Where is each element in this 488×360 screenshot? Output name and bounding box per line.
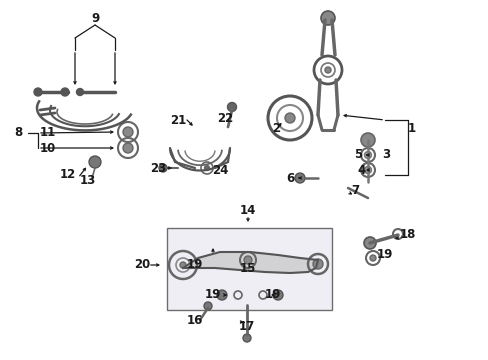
Circle shape [227, 103, 236, 112]
Text: 9: 9 [91, 12, 99, 24]
Bar [167, 228, 331, 310]
Circle shape [244, 256, 251, 264]
Text: 14: 14 [239, 203, 256, 216]
Circle shape [369, 255, 375, 261]
Text: 19: 19 [186, 258, 203, 271]
Text: 4: 4 [357, 163, 366, 176]
Circle shape [364, 166, 371, 174]
Circle shape [272, 290, 283, 300]
Text: 6: 6 [285, 171, 293, 184]
Text: 11: 11 [40, 126, 56, 139]
Circle shape [320, 11, 334, 25]
Text: 10: 10 [40, 141, 56, 154]
Text: 13: 13 [80, 174, 96, 186]
Circle shape [364, 152, 371, 158]
Circle shape [34, 88, 42, 96]
Circle shape [294, 173, 305, 183]
Text: 5: 5 [353, 148, 362, 162]
Circle shape [76, 89, 83, 95]
Text: 8: 8 [14, 126, 22, 139]
Circle shape [360, 133, 374, 147]
Text: 19: 19 [264, 288, 281, 302]
Text: 18: 18 [399, 229, 415, 242]
Text: 16: 16 [186, 314, 203, 327]
Circle shape [61, 88, 69, 96]
Text: 17: 17 [238, 320, 255, 333]
Text: 12: 12 [60, 168, 76, 181]
Circle shape [312, 259, 323, 269]
Text: 19: 19 [204, 288, 221, 302]
Circle shape [363, 237, 375, 249]
Circle shape [325, 67, 330, 73]
Text: 19: 19 [376, 248, 392, 261]
Polygon shape [183, 252, 317, 273]
Circle shape [159, 164, 167, 172]
Text: 7: 7 [350, 184, 358, 197]
Circle shape [123, 127, 133, 137]
Text: 21: 21 [169, 113, 186, 126]
Circle shape [89, 156, 101, 168]
Circle shape [217, 290, 226, 300]
Circle shape [204, 166, 209, 171]
Text: 24: 24 [211, 163, 228, 176]
Text: 15: 15 [239, 261, 256, 274]
Text: 23: 23 [149, 162, 166, 175]
Text: 3: 3 [381, 148, 389, 162]
Circle shape [180, 262, 185, 268]
Circle shape [203, 302, 212, 310]
Circle shape [285, 113, 294, 123]
Text: 2: 2 [271, 122, 280, 135]
Text: 20: 20 [134, 258, 150, 271]
Text: 22: 22 [217, 112, 233, 125]
Text: 1: 1 [407, 122, 415, 135]
Circle shape [123, 143, 133, 153]
Circle shape [243, 334, 250, 342]
